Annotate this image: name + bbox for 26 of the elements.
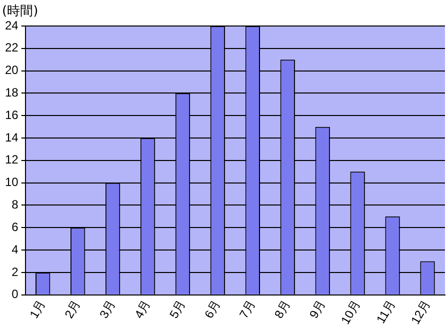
y-tick-label: 16 — [4, 108, 19, 122]
x-tick-label: 11月 — [374, 298, 398, 326]
y-tick-label: 8 — [12, 198, 19, 212]
x-tick-label: 9月 — [306, 298, 328, 321]
y-tick-label: 12 — [4, 152, 19, 167]
y-tick-label: 10 — [4, 175, 19, 190]
y-tick-label: 4 — [12, 242, 19, 256]
x-tick-label: 4月 — [132, 298, 154, 321]
x-tick-label: 12月 — [408, 298, 433, 327]
x-tick-label: 7月 — [236, 298, 258, 321]
y-tick-label: 20 — [4, 63, 19, 78]
x-tick-label: 2月 — [62, 298, 84, 321]
x-tick-label: 1月 — [26, 298, 48, 321]
y-tick-label: 6 — [12, 220, 19, 234]
y-tick-label: 22 — [4, 40, 19, 55]
y-tick-label: 2 — [12, 264, 19, 279]
y-tick-label: 0 — [12, 287, 19, 302]
y-axis-title: (時間) — [2, 3, 38, 20]
x-tick-label: 8月 — [272, 298, 294, 321]
x-tick-label: 6月 — [202, 298, 224, 321]
x-tick-label: 10月 — [338, 298, 364, 327]
x-tick-label: 3月 — [96, 298, 118, 321]
y-tick-label: 24 — [4, 18, 19, 32]
y-tick-label: 14 — [4, 130, 19, 144]
x-tick-label: 5月 — [166, 298, 188, 321]
y-tick-label: 18 — [4, 86, 19, 100]
